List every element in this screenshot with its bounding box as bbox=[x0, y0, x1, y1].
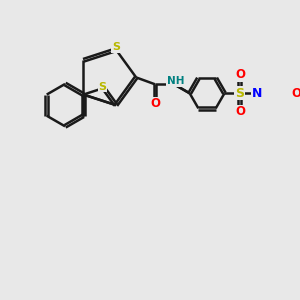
Text: NH: NH bbox=[167, 76, 184, 86]
Text: N: N bbox=[252, 87, 262, 100]
Text: O: O bbox=[236, 68, 246, 81]
Text: S: S bbox=[235, 87, 244, 100]
Text: O: O bbox=[236, 106, 246, 118]
Text: S: S bbox=[98, 82, 106, 92]
Text: O: O bbox=[291, 87, 300, 100]
Text: S: S bbox=[112, 42, 120, 52]
Text: O: O bbox=[150, 97, 160, 110]
